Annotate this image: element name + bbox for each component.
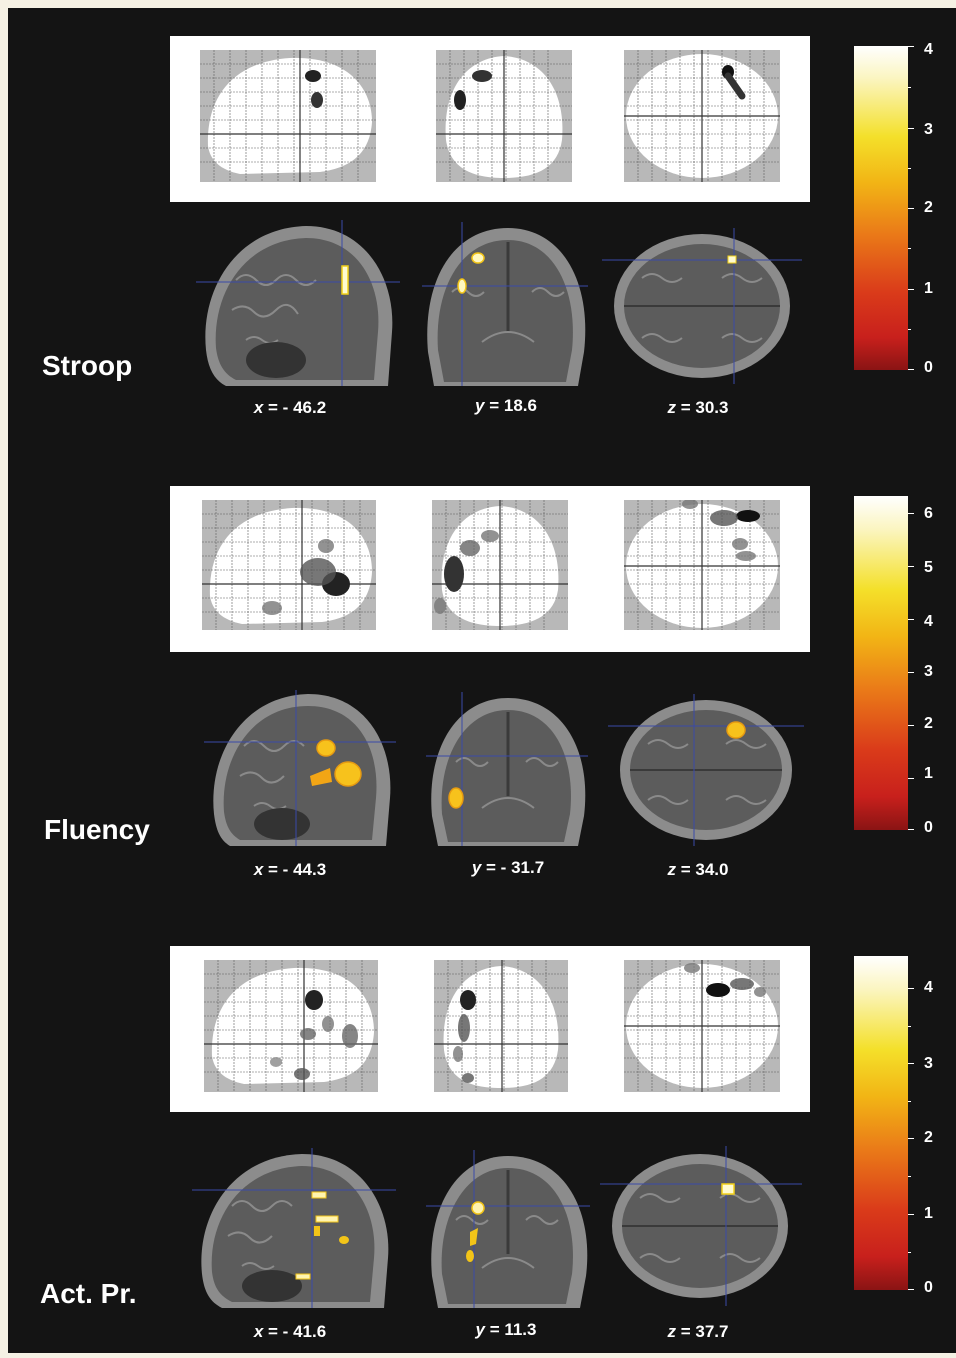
glass-brain-axial: [624, 50, 780, 182]
panel-stroop: Stroop x = - 46.2 y = 18.6 z = 30.3 4 3 …: [8, 8, 956, 448]
colorbar-tick-label: 4: [924, 41, 933, 58]
coord-y: y = - 31.7: [471, 858, 545, 877]
colorbar-tick-label: 2: [924, 715, 933, 732]
sagittal-slice: [204, 690, 396, 846]
glass-brain-axial: [624, 960, 780, 1092]
coord-z: z = 34.0: [667, 860, 729, 879]
coord-x: x = - 41.6: [253, 1322, 327, 1341]
panel-label: Stroop: [42, 350, 133, 381]
figure-frame: Stroop x = - 46.2 y = 18.6 z = 30.3 4 3 …: [8, 8, 956, 1353]
glass-brain-row: [170, 946, 810, 1112]
coord-z: z = 37.7: [667, 1322, 729, 1341]
coord-value: = - 41.6: [268, 1322, 327, 1341]
sagittal-slice: [192, 1148, 396, 1308]
colorbar-tick-label: 4: [924, 979, 933, 996]
panel-fluency: Fluency x = - 44.3 y = - 31.7 z = 34.0 6…: [8, 458, 956, 898]
colorbar-tick-label: 5: [924, 559, 933, 576]
colorbar-tick-label: 3: [924, 1055, 933, 1072]
glass-brain-row: [170, 486, 810, 652]
colorbar-tick-label: 1: [924, 1205, 933, 1222]
colorbar-tick-label: 1: [924, 280, 933, 297]
coord-value: = 18.6: [489, 396, 537, 415]
coord-x: x = - 46.2: [253, 398, 327, 417]
glass-brain-row: [170, 36, 810, 202]
coord-value: = 37.7: [680, 1322, 729, 1341]
glass-brain-sagittal: [200, 50, 376, 182]
glass-brain-coronal: [432, 500, 568, 630]
colorbar-tick-label: 0: [924, 819, 933, 836]
colorbar-tick-label: 0: [924, 1279, 933, 1296]
coronal-slice: [426, 1150, 590, 1308]
glass-brain-axial: [624, 500, 780, 630]
axial-slice: [602, 228, 802, 384]
coord-x: x = - 44.3: [253, 860, 327, 879]
colorbar-tick-label: 3: [924, 663, 933, 680]
coord-y: y = 18.6: [475, 396, 537, 415]
colorbar: 4 3 2 1 0: [854, 956, 933, 1296]
colorbar-tick-label: 1: [924, 765, 933, 782]
axial-slice: [608, 694, 804, 846]
coord-value: = - 31.7: [486, 858, 545, 877]
coord-value: = - 44.3: [268, 860, 327, 879]
coord-value: = 11.3: [489, 1320, 537, 1339]
panel-label: Act. Pr.: [40, 1278, 137, 1309]
colorbar: 6 5 4 3 2 1 0: [854, 496, 933, 836]
glass-brain-sagittal: [204, 960, 378, 1092]
colorbar-tick-label: 0: [924, 359, 933, 376]
glass-brain-coronal: [436, 50, 572, 182]
colorbar-tick-label: 3: [924, 121, 933, 138]
colorbar-tick-label: 4: [924, 613, 933, 630]
glass-brain-coronal: [434, 960, 568, 1092]
coronal-slice: [426, 692, 588, 846]
coronal-slice: [422, 222, 588, 386]
coord-value: = - 46.2: [268, 398, 327, 417]
glass-brain-sagittal: [202, 500, 376, 630]
colorbar-tick-label: 2: [924, 1129, 933, 1146]
sagittal-slice: [196, 220, 400, 386]
coord-value: = 30.3: [680, 398, 729, 417]
coord-value: = 34.0: [680, 860, 729, 879]
panel-label: Fluency: [44, 814, 150, 845]
panel-action-priming: Act. Pr. x = - 41.6 y = 11.3 z = 37.7 4 …: [8, 918, 956, 1358]
colorbar-tick-label: 2: [924, 199, 933, 216]
colorbar-tick-label: 6: [924, 505, 933, 522]
axial-slice: [600, 1146, 802, 1306]
coord-y: y = 11.3: [475, 1320, 537, 1339]
coord-z: z = 30.3: [667, 398, 729, 417]
colorbar: 4 3 2 1 0: [854, 41, 933, 376]
